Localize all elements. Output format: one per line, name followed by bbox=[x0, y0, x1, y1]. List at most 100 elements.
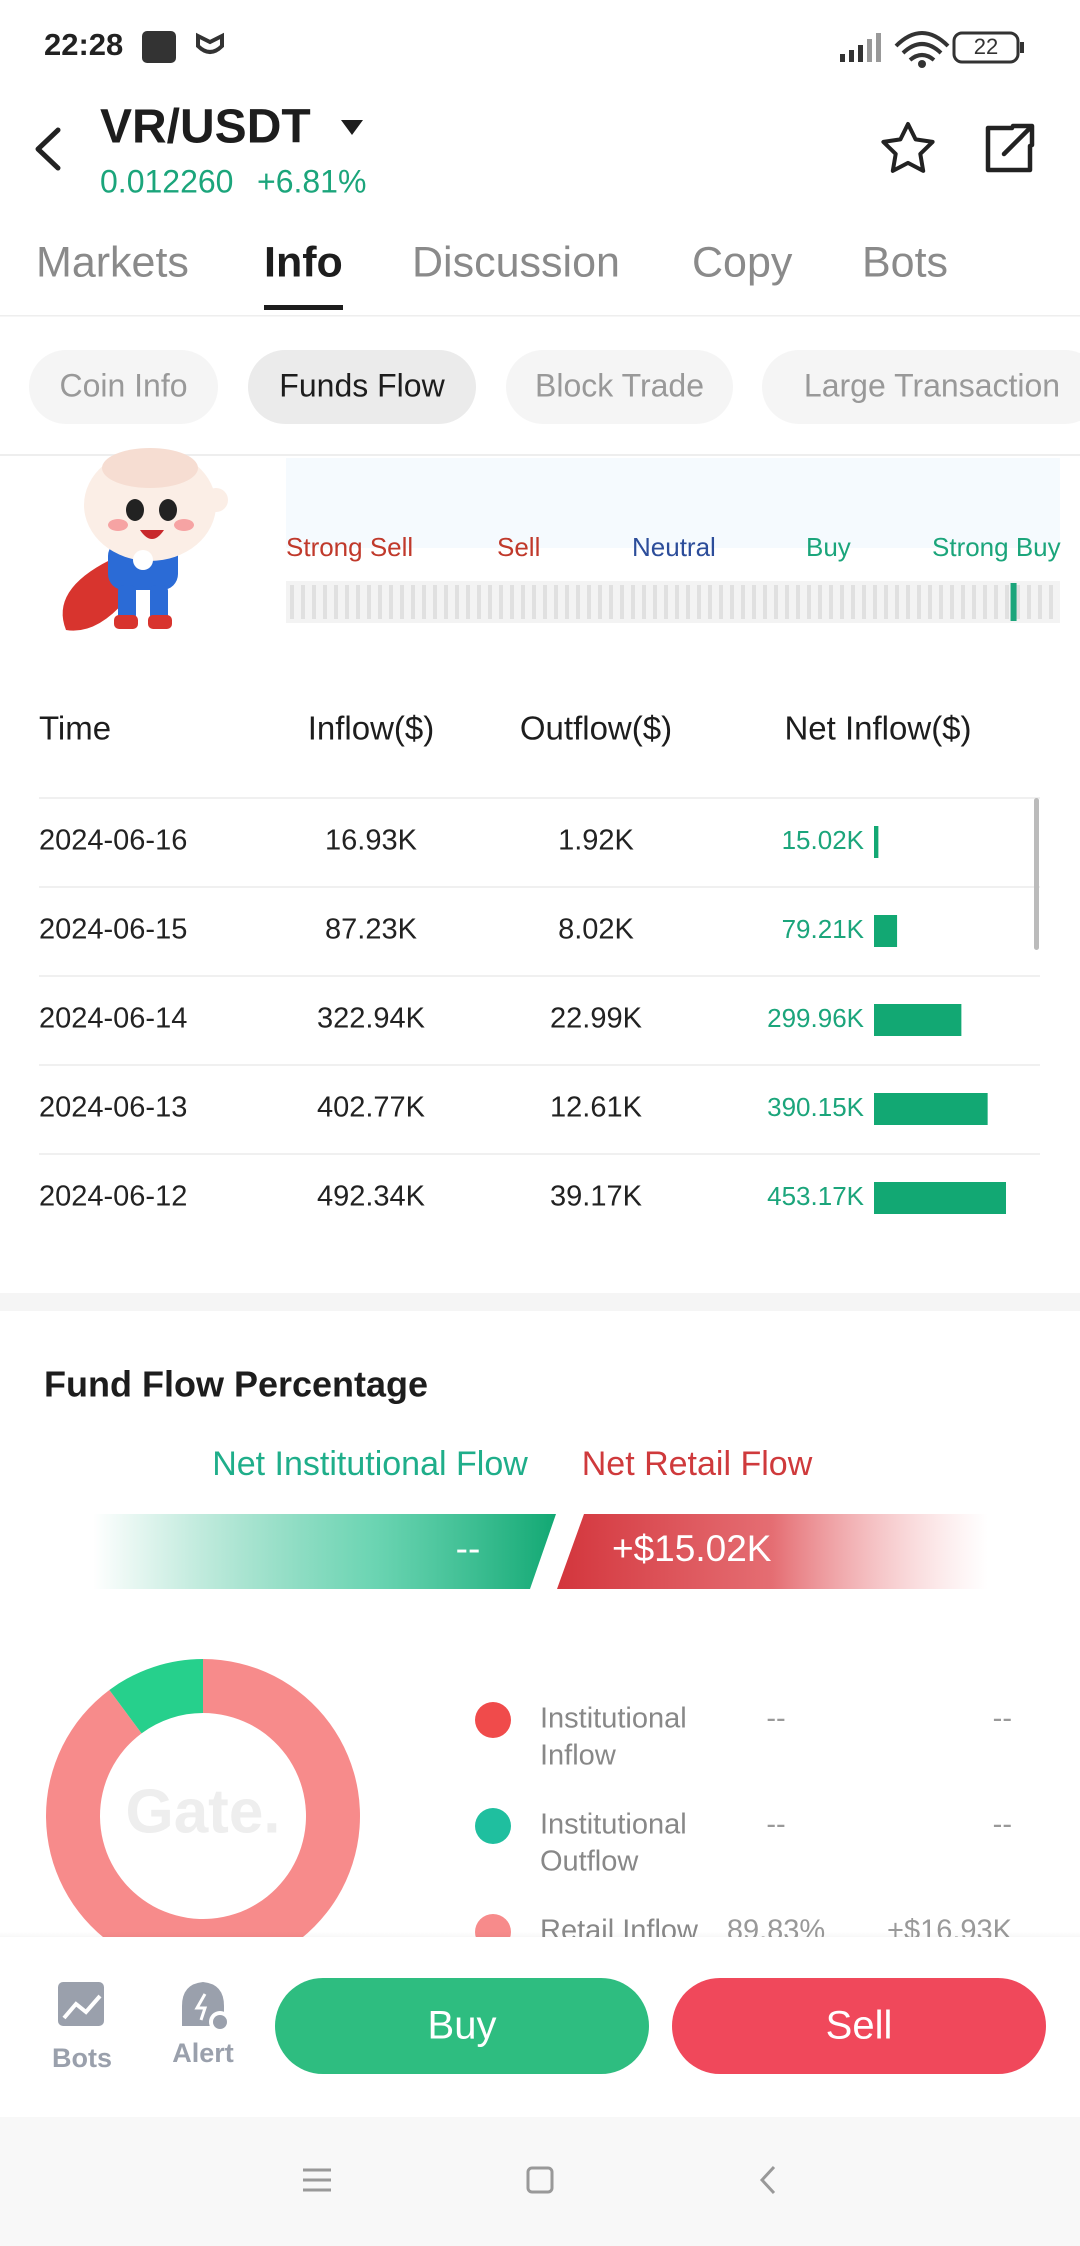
alert-icon[interactable] bbox=[182, 1982, 231, 2033]
legend-name: Institutional bbox=[540, 1809, 687, 1841]
chip-label[interactable]: Coin Info bbox=[59, 367, 187, 403]
chip[interactable] bbox=[506, 350, 733, 424]
section-title: Fund Flow Percentage bbox=[44, 1364, 428, 1405]
battery-level: 22 bbox=[974, 34, 998, 59]
legend-amount: -- bbox=[993, 1703, 1012, 1735]
net-inflow: 299.96K bbox=[767, 1003, 865, 1033]
mascot bbox=[62, 448, 228, 631]
bots-label[interactable]: Bots bbox=[52, 2043, 112, 2073]
column-header: Inflow($) bbox=[308, 710, 435, 747]
active-tab-indicator bbox=[264, 305, 343, 310]
table-cell: 1.92K bbox=[558, 825, 634, 857]
chip[interactable] bbox=[29, 350, 218, 424]
price-change: +6.81% bbox=[257, 163, 366, 199]
share-button[interactable] bbox=[985, 123, 1035, 173]
divider bbox=[0, 454, 1080, 456]
legend-dot bbox=[475, 1702, 511, 1738]
legend-name: Outflow bbox=[540, 1846, 639, 1878]
nav-menu[interactable] bbox=[303, 2168, 331, 2192]
chip-label[interactable]: Large Transaction bbox=[804, 367, 1060, 403]
wifi-icon bbox=[894, 31, 950, 62]
funds-table: Time Inflow($) Outflow($) Net Inflow($) 2024… bbox=[39, 710, 1040, 1214]
table-cell: 2024-06-16 bbox=[39, 825, 187, 857]
sentiment-label: Neutral bbox=[632, 532, 716, 562]
table-cell: 22.99K bbox=[550, 1003, 643, 1035]
table-cell: 39.17K bbox=[550, 1181, 643, 1213]
table-cell: 402.77K bbox=[317, 1092, 426, 1124]
net-inflow-bar bbox=[874, 1182, 1006, 1214]
nav-bar bbox=[0, 2117, 1080, 2246]
donut-segment bbox=[45, 1659, 361, 1973]
chip-bar: Coin Info Funds Flow Block Trade Large Tran… bbox=[29, 350, 1080, 424]
buy-button[interactable] bbox=[275, 1978, 649, 2074]
favorite-button[interactable] bbox=[881, 122, 935, 173]
legend-name: Inflow bbox=[540, 1740, 617, 1772]
nav-home[interactable] bbox=[526, 2166, 554, 2194]
status-icon bbox=[142, 31, 176, 63]
chip-label[interactable]: Funds Flow bbox=[279, 367, 445, 403]
battery-icon bbox=[952, 31, 1020, 64]
battery-icon bbox=[1020, 42, 1024, 53]
chip-label[interactable]: Block Trade bbox=[535, 367, 704, 403]
gauge-indicator bbox=[1010, 583, 1017, 621]
alert-label[interactable]: Alert bbox=[172, 2038, 234, 2068]
sell-button[interactable] bbox=[672, 1978, 1046, 2074]
tab-bar: Markets Info Discussion Copy Bots bbox=[36, 238, 948, 286]
tab[interactable]: Info bbox=[264, 238, 343, 286]
table-cell: 2024-06-12 bbox=[39, 1181, 187, 1213]
net-inflow-bar bbox=[874, 1093, 988, 1125]
section-divider bbox=[0, 1293, 1080, 1311]
table-cell: 12.61K bbox=[550, 1092, 643, 1124]
retail-value: +$15.02K bbox=[612, 1528, 772, 1569]
gauge-backdrop bbox=[286, 458, 1060, 548]
table-cell: 492.34K bbox=[317, 1181, 426, 1213]
sentiment-label: Strong Buy bbox=[932, 532, 1061, 562]
watermark: Gate. bbox=[125, 1777, 280, 1846]
status-time: 22:28 bbox=[44, 27, 123, 62]
institutional-bar bbox=[93, 1514, 556, 1589]
table-cell: 16.93K bbox=[325, 825, 418, 857]
column-header: Net Inflow($) bbox=[784, 710, 971, 747]
legend-percent: -- bbox=[766, 1809, 785, 1841]
net-inflow-bar bbox=[874, 915, 898, 947]
sentiment-label: Strong Sell bbox=[286, 532, 413, 562]
legend-dot bbox=[475, 1808, 511, 1844]
donut-segment bbox=[109, 1659, 203, 1734]
legend-name: Institutional bbox=[540, 1703, 687, 1735]
institutional-label: Net Institutional Flow bbox=[212, 1445, 528, 1483]
status-icon bbox=[196, 32, 224, 54]
chip[interactable] bbox=[762, 350, 1080, 424]
wifi-icon bbox=[918, 60, 926, 68]
chip[interactable] bbox=[248, 350, 476, 424]
bots-icon[interactable] bbox=[58, 1982, 104, 2026]
tab[interactable]: Copy bbox=[692, 238, 793, 286]
table-cell: 87.23K bbox=[325, 914, 418, 946]
net-inflow: 15.02K bbox=[782, 825, 865, 855]
column-header: Outflow($) bbox=[520, 710, 672, 747]
sell-label[interactable]: Sell bbox=[826, 2004, 893, 2048]
price: 0.012260 bbox=[100, 163, 233, 199]
nav-back[interactable] bbox=[759, 2165, 776, 2195]
sentiment-gauge: Strong Sell Sell Neutral Buy Strong Buy bbox=[286, 532, 1061, 623]
scrollbar bbox=[1034, 798, 1039, 950]
net-inflow: 453.17K bbox=[767, 1181, 865, 1211]
retail-label: Net Retail Flow bbox=[582, 1445, 813, 1483]
signal-icon bbox=[840, 33, 881, 62]
shadow bbox=[0, 1932, 1080, 1940]
column-header: Time bbox=[39, 710, 111, 747]
back-button[interactable] bbox=[35, 127, 61, 171]
tab[interactable]: Bots bbox=[862, 238, 948, 286]
sentiment-label: Buy bbox=[806, 532, 851, 562]
pair-dropdown[interactable] bbox=[341, 120, 363, 135]
fund-flow-percentage: Fund Flow Percentage Net Institutional Fl… bbox=[44, 1364, 1013, 1973]
table-cell: 2024-06-15 bbox=[39, 914, 187, 946]
divider bbox=[0, 315, 1080, 317]
tab[interactable]: Discussion bbox=[412, 238, 620, 286]
institutional-value: -- bbox=[456, 1528, 481, 1569]
tab[interactable]: Markets bbox=[36, 238, 189, 286]
pair-title[interactable]: VR/USDT bbox=[100, 101, 311, 154]
table-cell: 8.02K bbox=[558, 914, 634, 946]
buy-label[interactable]: Buy bbox=[428, 2004, 497, 2048]
retail-bar bbox=[557, 1514, 988, 1589]
